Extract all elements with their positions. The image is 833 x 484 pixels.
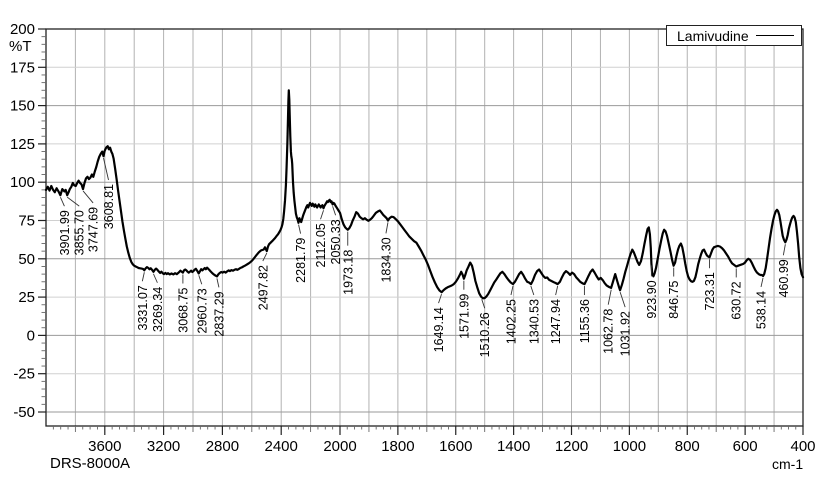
peak-wavenumber-label: 1649.14 <box>432 307 446 352</box>
peak-wavenumber-label: 2112.05 <box>314 223 328 267</box>
peak-wavenumber-label: 1571.99 <box>457 294 471 339</box>
peak-leader-line <box>332 206 337 216</box>
peak-leader-line <box>782 244 786 256</box>
peak-wavenumber-label: 3068.75 <box>176 287 190 332</box>
peak-leader-line <box>66 196 80 207</box>
x-axis-tick-label: 1000 <box>613 438 646 455</box>
peak-wavenumber-label: 3901.99 <box>58 210 72 255</box>
y-axis-tick-label: 75 <box>18 213 35 230</box>
peak-leader-line <box>760 277 764 288</box>
peak-wavenumber-label: 1155.36 <box>578 299 592 343</box>
peak-wavenumber-label: 3855.70 <box>73 210 87 255</box>
plot-border <box>45 28 804 427</box>
peak-leader-line <box>438 294 442 304</box>
peak-wavenumber-label: 1062.78 <box>602 309 616 354</box>
y-axis-tick-label: 25 <box>18 289 35 306</box>
peak-wavenumber-label: 2497.82 <box>256 265 270 310</box>
y-axis-tick-label: 0 <box>27 327 35 344</box>
peak-wavenumber-label: 630.72 <box>730 281 744 319</box>
instrument-label: DRS-8000A <box>50 455 131 472</box>
x-axis-tick-label: 1200 <box>555 438 588 455</box>
x-axis-tick-label: 1600 <box>439 438 472 455</box>
peak-leader-line <box>103 157 109 181</box>
peak-wavenumber-label: 2960.73 <box>195 288 209 333</box>
peak-leader-line <box>385 222 389 234</box>
peak-leader-line <box>530 285 535 296</box>
x-axis-tick-label: 1800 <box>381 438 414 455</box>
peak-leader-line <box>82 190 94 204</box>
peak-leader-line <box>141 272 145 282</box>
peak-wavenumber-label: 3331.07 <box>136 285 150 330</box>
x-axis-tick-label: 2000 <box>323 438 356 455</box>
x-axis-tick-label: 3200 <box>147 438 180 455</box>
peak-wavenumber-label: 1402.25 <box>504 299 518 344</box>
peak-wavenumber-label: 460.99 <box>777 259 791 297</box>
x-axis-unit-label: cm-1 <box>772 456 804 472</box>
peak-wavenumber-label: 723.31 <box>703 272 717 310</box>
x-axis-tick-label: 2400 <box>265 438 298 455</box>
peak-leader-line <box>216 278 220 288</box>
peak-wavenumber-label: 3608.81 <box>102 184 116 229</box>
x-axis-tick-label: 800 <box>675 438 700 455</box>
y-axis-tick-label: 125 <box>10 136 35 153</box>
peak-wavenumber-label: 2050.33 <box>329 219 343 264</box>
peak-leader-line <box>607 289 612 305</box>
peak-wavenumber-label: 923.90 <box>645 280 659 318</box>
peak-leader-line <box>59 197 65 207</box>
legend-series-name: Lamivudine <box>677 28 749 44</box>
y-axis-unit-label: %T <box>9 38 32 55</box>
y-axis-tick-label: 200 <box>10 21 35 38</box>
legend: Lamivudine <box>666 25 802 46</box>
y-axis-tick-label: 150 <box>10 98 35 115</box>
peak-wavenumber-label: 1031.92 <box>619 311 633 356</box>
peak-leader-line <box>555 285 559 296</box>
peak-wavenumber-label: 2281.79 <box>294 238 308 283</box>
peak-leader-line <box>320 210 324 220</box>
x-axis-tick-label: 600 <box>733 438 758 455</box>
peak-wavenumber-label: 1834.30 <box>379 237 393 282</box>
peak-leader-line <box>510 285 514 296</box>
peak-wavenumber-label: 1973.18 <box>341 250 355 295</box>
peak-leader-line <box>298 224 302 234</box>
peak-leader-line <box>262 252 268 262</box>
spectrum-curve <box>44 89 805 300</box>
legend-line-swatch <box>756 35 794 36</box>
peak-leader-line <box>481 299 486 309</box>
peak-wavenumber-label: 538.14 <box>755 291 769 329</box>
y-axis-tick-label: -25 <box>13 366 35 383</box>
x-axis-tick-label: 2800 <box>206 438 239 455</box>
x-axis-tick-label: 400 <box>790 438 815 455</box>
peak-leader-line <box>198 275 203 285</box>
peak-wavenumber-label: 3269.34 <box>151 287 165 332</box>
x-axis-tick-label: 3600 <box>88 438 121 455</box>
y-axis-tick-label: 100 <box>10 174 35 191</box>
peak-wavenumber-label: 1510.26 <box>478 312 492 357</box>
peak-leader-line <box>152 273 158 283</box>
peak-wavenumber-label: 2837.29 <box>212 291 226 336</box>
peak-wavenumber-label: 1247.94 <box>549 299 563 344</box>
y-axis-tick-label: -50 <box>13 404 35 421</box>
peak-leader-line <box>619 291 626 308</box>
x-axis-tick-label: 1400 <box>497 438 530 455</box>
y-axis-tick-label: 175 <box>10 59 35 76</box>
y-axis-tick-label: 50 <box>18 251 35 268</box>
peak-wavenumber-label: 846.75 <box>667 280 681 318</box>
peak-wavenumber-label: 3747.69 <box>87 207 101 252</box>
peak-wavenumber-label: 1340.53 <box>527 299 541 344</box>
